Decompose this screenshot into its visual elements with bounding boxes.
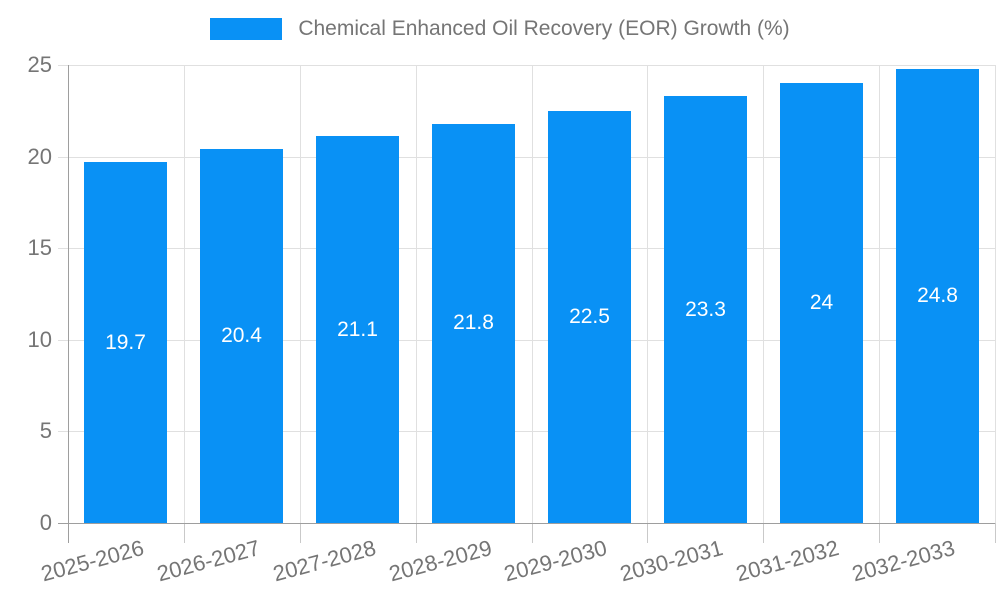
h-gridline xyxy=(68,65,995,66)
v-gridline xyxy=(416,65,417,523)
h-gridline xyxy=(68,248,995,249)
bar-value-label: 19.7 xyxy=(105,331,146,354)
v-gridline xyxy=(300,65,301,523)
bar xyxy=(664,96,747,523)
y-axis-tick xyxy=(58,157,68,158)
x-axis-tick xyxy=(416,523,417,543)
x-axis-tick xyxy=(300,523,301,543)
x-axis-tick xyxy=(68,523,69,543)
y-axis-tick xyxy=(58,65,68,66)
x-axis-tick xyxy=(879,523,880,543)
y-tick-label: 0 xyxy=(39,510,52,535)
x-axis-line xyxy=(58,523,995,524)
v-gridline xyxy=(184,65,185,523)
bar xyxy=(432,124,515,523)
y-axis-tick xyxy=(58,431,68,432)
v-gridline xyxy=(995,65,996,523)
y-tick-label: 15 xyxy=(27,235,52,260)
x-axis-tick xyxy=(532,523,533,543)
x-axis-tick xyxy=(763,523,764,543)
bar-value-label: 21.8 xyxy=(453,311,494,334)
y-axis-tick xyxy=(58,248,68,249)
x-axis-tick xyxy=(184,523,185,543)
v-gridline xyxy=(647,65,648,523)
bar xyxy=(200,149,283,523)
bar-value-label: 22.5 xyxy=(569,305,610,328)
bar xyxy=(84,162,167,523)
x-axis-tick xyxy=(647,523,648,543)
h-gridline xyxy=(68,431,995,432)
bar-value-label: 24 xyxy=(809,291,834,314)
y-axis-line xyxy=(68,65,69,523)
bar xyxy=(316,136,399,523)
y-tick-label: 20 xyxy=(27,144,52,169)
bar-value-label: 20.4 xyxy=(221,324,262,347)
legend-swatch xyxy=(210,18,283,40)
bar xyxy=(896,69,979,523)
legend: Chemical Enhanced Oil Recovery (EOR) Gro… xyxy=(0,17,1000,41)
v-gridline xyxy=(532,65,533,523)
h-gridline xyxy=(68,157,995,158)
bar-value-label: 21.1 xyxy=(337,318,378,341)
v-gridline xyxy=(879,65,880,523)
y-tick-label: 10 xyxy=(27,327,52,352)
y-axis-tick xyxy=(58,340,68,341)
legend-label: Chemical Enhanced Oil Recovery (EOR) Gro… xyxy=(298,17,790,40)
bar xyxy=(780,83,863,523)
v-gridline xyxy=(763,65,764,523)
bar-value-label: 24.8 xyxy=(917,284,958,307)
y-tick-label: 25 xyxy=(27,52,52,77)
h-gridline xyxy=(68,340,995,341)
bar-value-label: 23.3 xyxy=(685,298,726,321)
x-axis-tick xyxy=(995,523,996,543)
bar xyxy=(548,111,631,523)
y-tick-label: 5 xyxy=(39,418,52,443)
